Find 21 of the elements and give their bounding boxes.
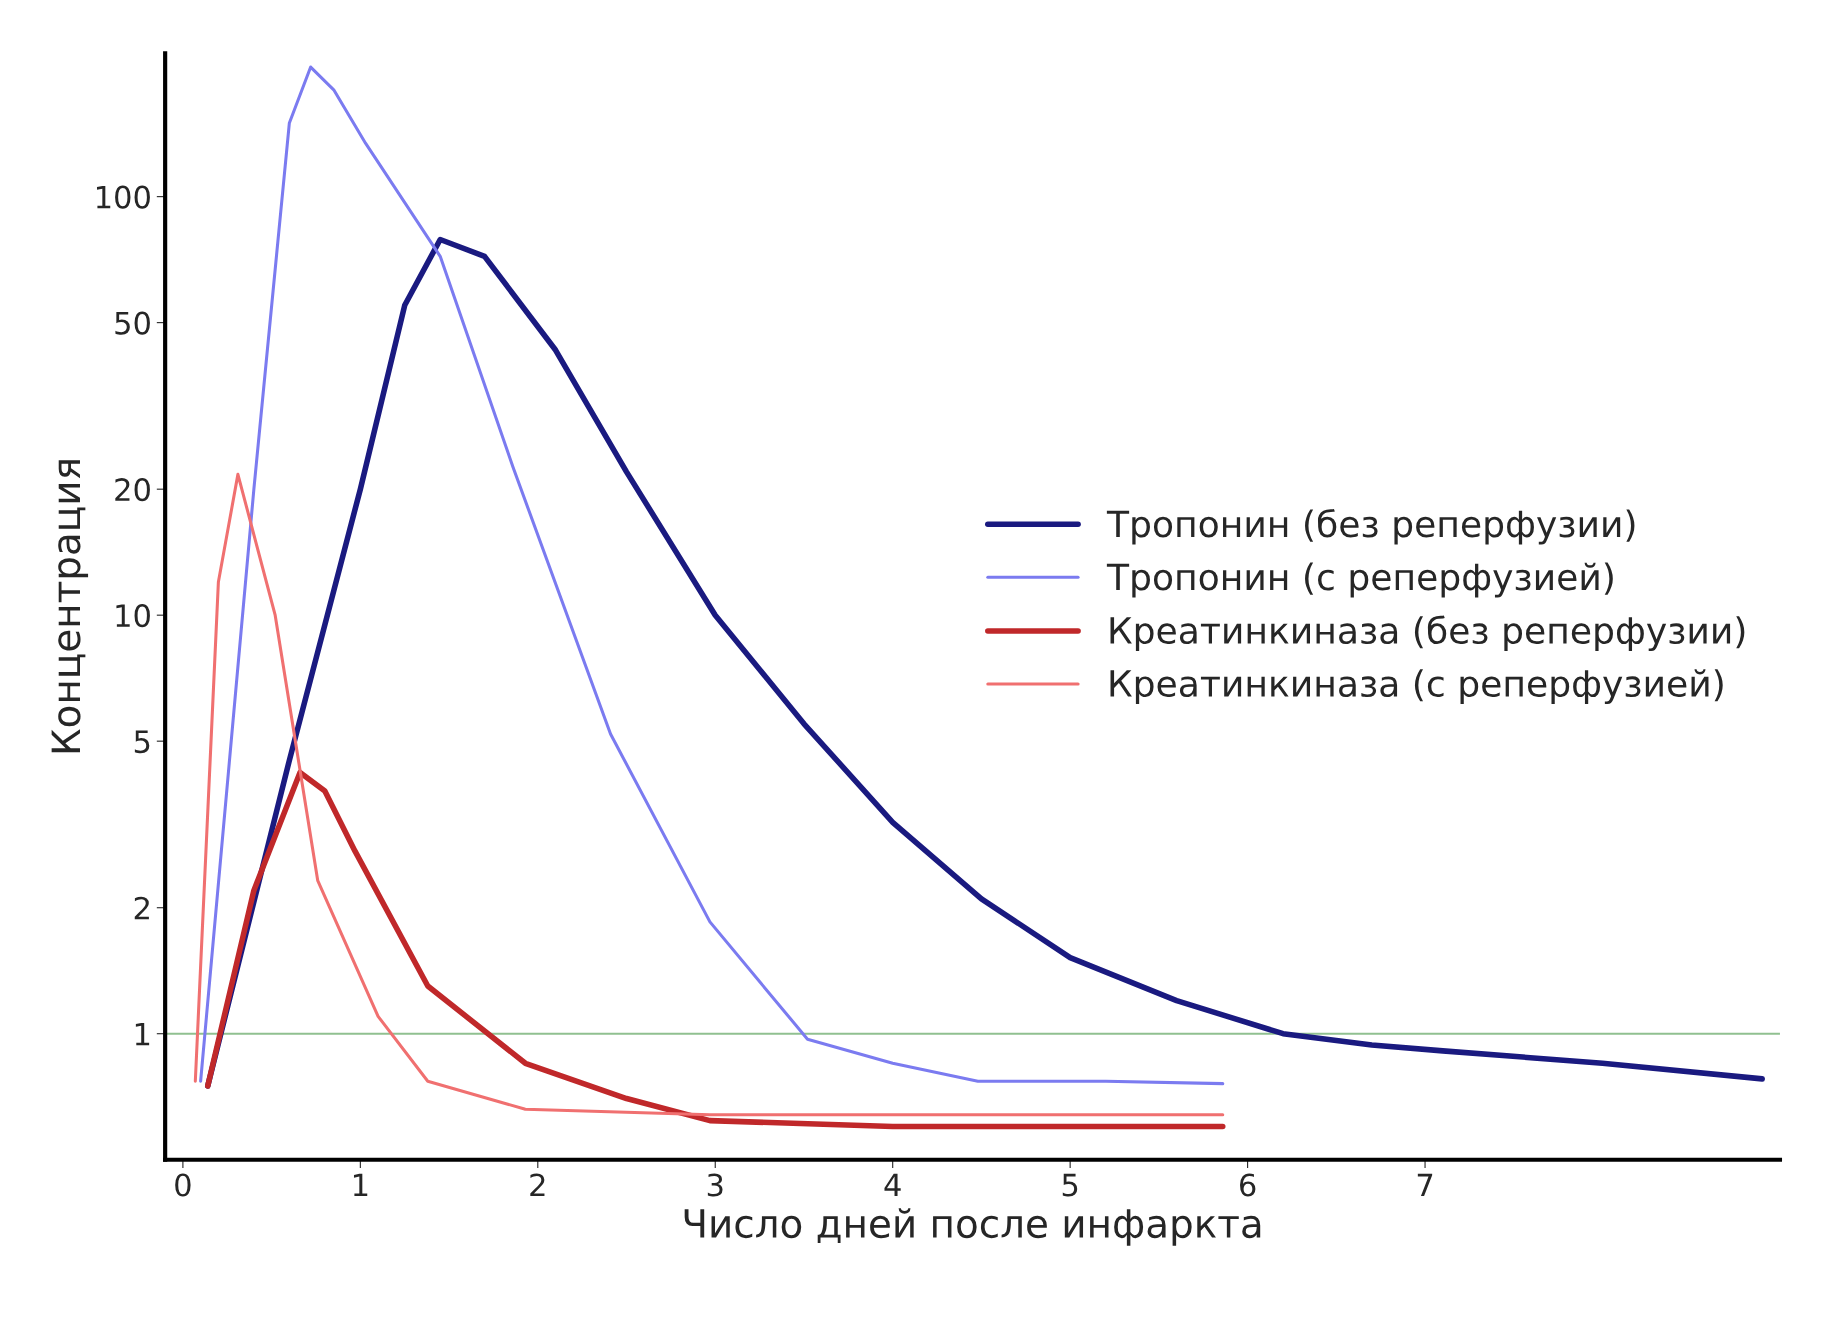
legend-label: Креатинкиназа (без реперфузии) [1110,615,1745,652]
legend-label: Тропонин (с реперфузией) [1106,562,1613,598]
y-tick-label: 100 [96,185,150,209]
x-axis-title: Число дней после инфаркта [684,1208,1261,1246]
x-tick-label: 2 [530,1173,545,1197]
y-tick-label: 1 [135,1023,150,1046]
x-tick-label: 3 [707,1173,723,1197]
y-axis-title: Концентрация [51,460,89,753]
x-tick-label: 5 [1062,1173,1078,1197]
legend-label: Креатинкиназа (с реперфузией) [1110,669,1723,705]
legend-label: Тропонин (без реперфузии) [1106,508,1635,545]
y-tick-label: 5 [134,730,150,754]
x-tick-label: 6 [1240,1173,1256,1197]
x-tick-label: 0 [175,1173,191,1197]
y-tick-label: 2 [134,896,149,920]
y-tick-label: 50 [115,311,150,335]
x-tick-label: 1 [353,1173,368,1197]
x-tick-label: 7 [1417,1173,1433,1197]
y-tick-label: 10 [116,604,150,628]
y-tick-label: 20 [115,478,150,502]
x-tick-label: 4 [884,1173,901,1197]
